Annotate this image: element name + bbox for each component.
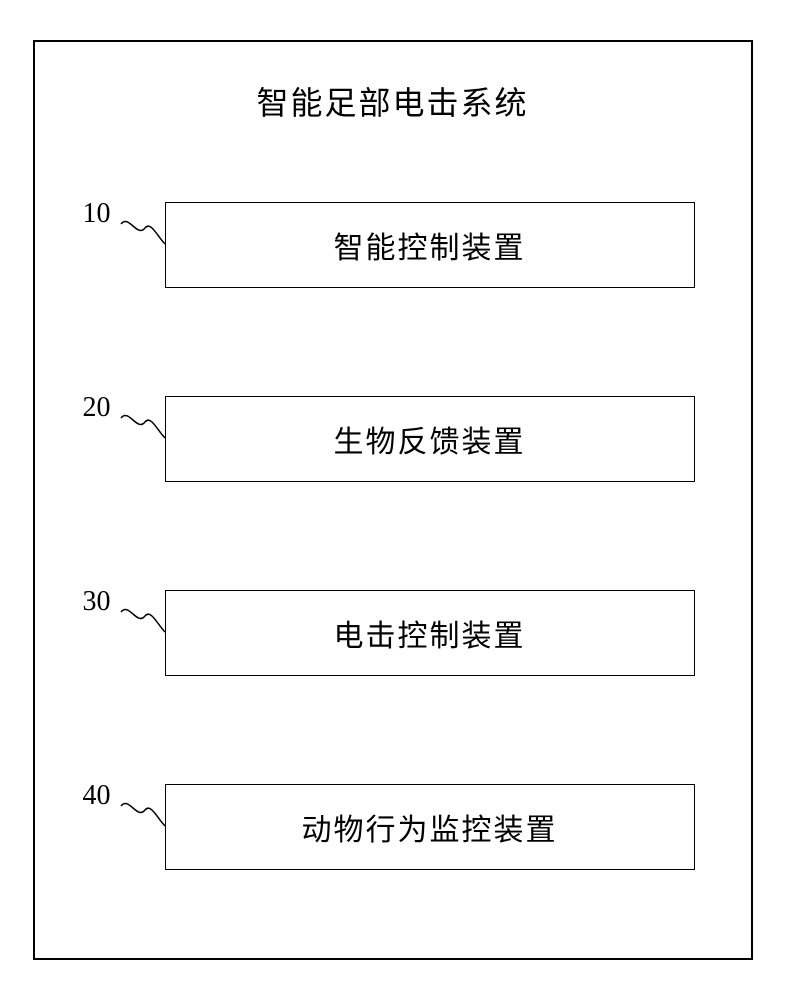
diagram-title: 智能足部电击系统 [35, 78, 751, 124]
lead-line-icon [117, 796, 167, 840]
lead-line-icon [117, 408, 167, 452]
ref-number: 30 [83, 586, 111, 618]
ref-number: 40 [83, 780, 111, 812]
lead-line-icon [117, 214, 167, 258]
module-box: 动物行为监控装置 [165, 784, 695, 870]
module-label: 动物行为监控装置 [302, 805, 558, 849]
block-row: 10 智能控制装置 [35, 202, 751, 288]
module-label: 智能控制装置 [334, 223, 526, 267]
blocks-container: 10 智能控制装置 20 生物反馈装置 30 [35, 202, 751, 978]
block-row: 20 生物反馈装置 [35, 396, 751, 482]
ref-number: 10 [83, 198, 111, 230]
lead-line-icon [117, 602, 167, 646]
block-row: 30 电击控制装置 [35, 590, 751, 676]
module-box: 智能控制装置 [165, 202, 695, 288]
block-row: 40 动物行为监控装置 [35, 784, 751, 870]
outer-frame: 智能足部电击系统 10 智能控制装置 20 生物反馈装置 [33, 40, 753, 960]
module-box: 生物反馈装置 [165, 396, 695, 482]
module-box: 电击控制装置 [165, 590, 695, 676]
ref-number: 20 [83, 392, 111, 424]
module-label: 生物反馈装置 [334, 417, 526, 461]
module-label: 电击控制装置 [334, 611, 526, 655]
